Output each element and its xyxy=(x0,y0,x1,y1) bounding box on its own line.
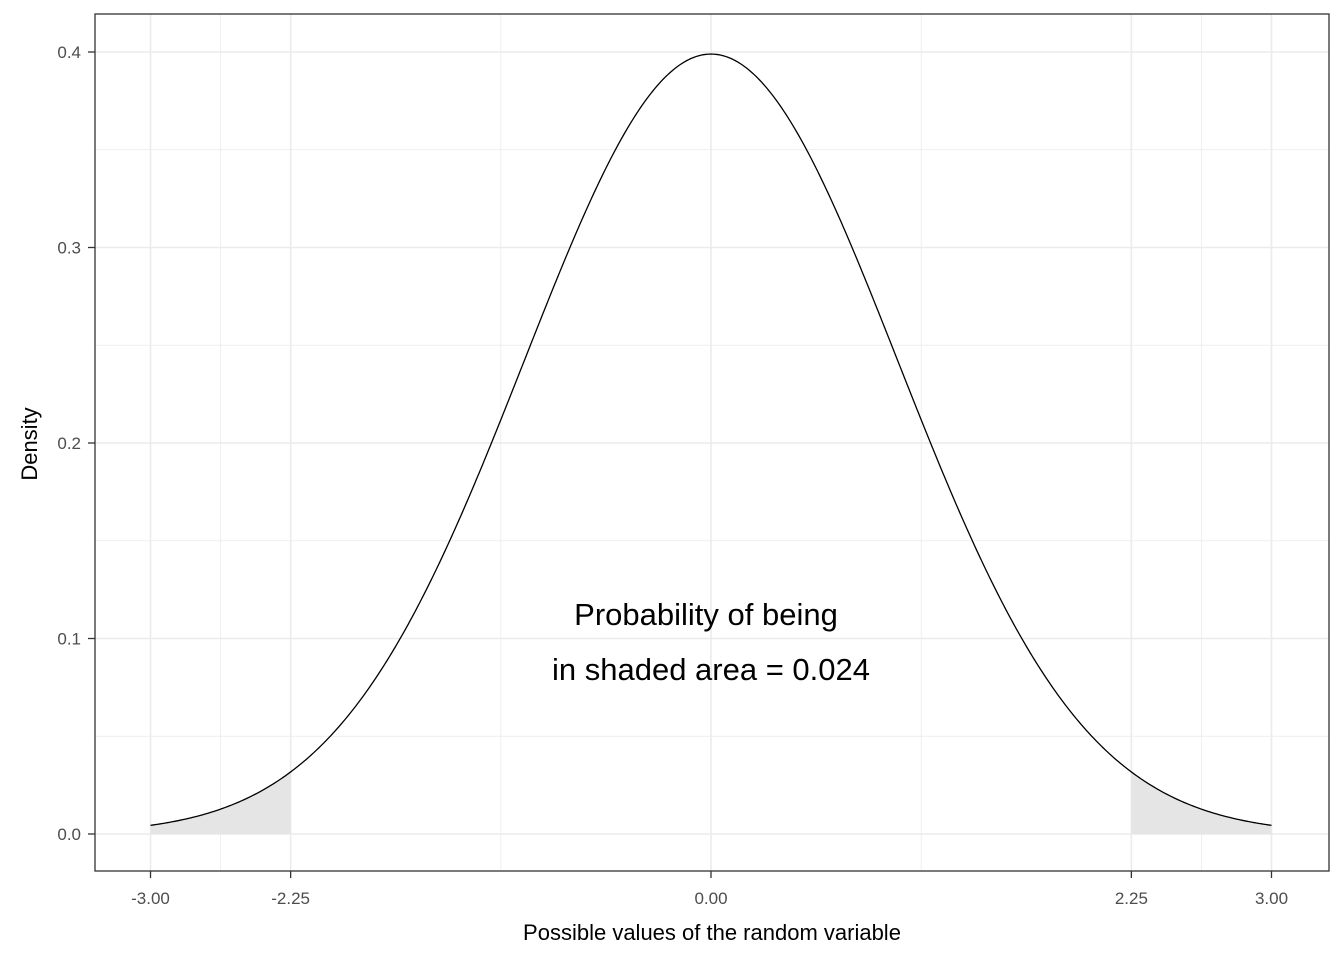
y-tick-label: 0.3 xyxy=(57,239,81,258)
x-tick-label: 2.25 xyxy=(1115,889,1148,908)
x-tick-label: 0.00 xyxy=(694,889,727,908)
shaded-region xyxy=(1131,771,1272,834)
y-tick-label: 0.1 xyxy=(57,630,81,649)
grid-lines xyxy=(95,14,1329,871)
y-tick-label: 0.4 xyxy=(57,43,81,62)
x-tick-label: 3.00 xyxy=(1255,889,1288,908)
shaded-region xyxy=(150,771,291,834)
annotation-line-2: in shaded area = 0.024 xyxy=(552,652,870,687)
density-curve xyxy=(150,53,1272,826)
y-axis-title: Density xyxy=(17,407,42,480)
y-tick-label: 0.2 xyxy=(57,434,81,453)
x-tick-label: -3.00 xyxy=(131,889,170,908)
shaded-tail-regions xyxy=(150,771,1272,834)
y-axis-ticks: 0.0 0.1 0.2 0.3 0.4 xyxy=(57,43,95,844)
x-tick-label: -2.25 xyxy=(271,889,310,908)
x-axis-title: Possible values of the random variable xyxy=(523,920,901,945)
annotation-line-1: Probability of being xyxy=(574,597,838,632)
y-tick-label: 0.0 xyxy=(57,825,81,844)
x-axis-ticks: -3.00 -2.25 0.00 2.25 3.00 xyxy=(131,871,1288,908)
